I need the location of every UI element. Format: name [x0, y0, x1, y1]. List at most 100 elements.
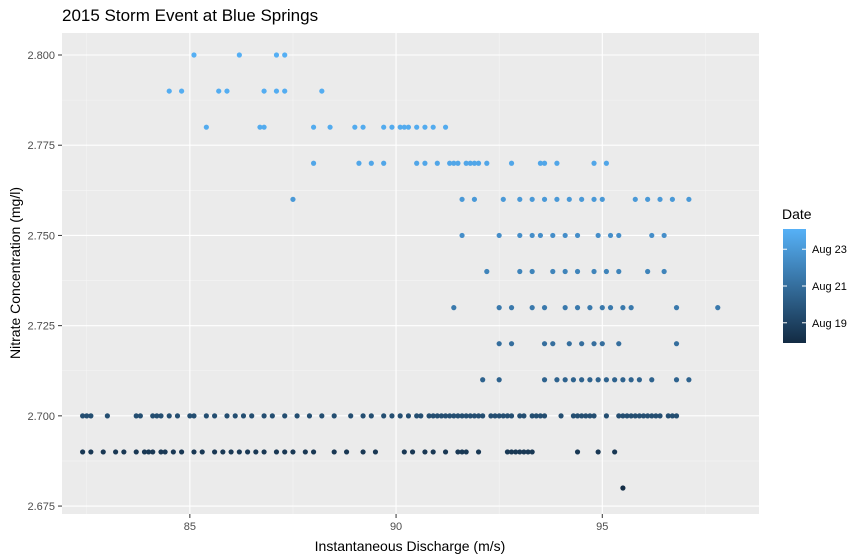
data-point — [661, 268, 667, 275]
data-point — [475, 413, 482, 419]
data-point — [669, 413, 675, 419]
data-point — [620, 413, 626, 419]
data-point — [282, 449, 288, 455]
data-point — [541, 196, 548, 202]
data-point — [488, 413, 494, 419]
data-point — [471, 413, 478, 419]
data-point — [496, 304, 502, 311]
data-point — [657, 196, 663, 202]
data-point — [612, 449, 618, 455]
data-point — [562, 268, 568, 275]
data-points — [80, 52, 721, 491]
data-point — [541, 304, 548, 311]
data-point — [414, 413, 420, 419]
data-point — [579, 413, 585, 419]
data-point — [141, 449, 148, 455]
data-point — [550, 232, 556, 239]
legend-ticks: Aug 23 Aug 21 Aug 19 — [783, 244, 847, 330]
data-point — [480, 377, 486, 383]
data-point — [595, 449, 601, 455]
plot-panel — [62, 33, 759, 514]
data-point — [574, 449, 581, 455]
data-point — [529, 304, 535, 311]
data-point — [661, 232, 667, 239]
data-point — [529, 196, 535, 202]
data-point — [541, 413, 548, 419]
data-point — [587, 304, 593, 311]
data-point — [599, 304, 605, 311]
data-point — [570, 377, 577, 383]
data-point — [80, 413, 86, 419]
data-point — [496, 377, 502, 383]
data-point — [603, 268, 610, 275]
data-point — [294, 413, 300, 419]
data-point — [170, 449, 176, 455]
data-point — [673, 304, 680, 311]
data-point — [583, 413, 589, 419]
data-point — [389, 413, 395, 419]
data-point — [566, 341, 572, 347]
data-point — [211, 449, 218, 455]
data-point — [451, 304, 457, 311]
data-point — [628, 413, 634, 419]
y-tick-label: 2.700 — [27, 411, 55, 423]
data-point — [310, 160, 317, 166]
x-tick-label: 90 — [390, 521, 402, 533]
data-point — [179, 449, 185, 455]
x-tick-label: 95 — [596, 521, 608, 533]
data-point — [459, 232, 465, 239]
data-point — [327, 124, 333, 130]
data-point — [529, 449, 535, 455]
data-point — [492, 413, 498, 419]
y-tick-label: 2.675 — [27, 501, 55, 513]
data-point — [434, 413, 440, 419]
data-point — [455, 413, 461, 419]
data-point — [447, 160, 453, 166]
y-tick-label: 2.750 — [27, 230, 55, 242]
data-point — [360, 413, 366, 419]
data-point — [166, 413, 172, 419]
data-point — [463, 413, 469, 419]
data-point — [397, 124, 403, 130]
data-point — [319, 413, 325, 419]
data-point — [451, 413, 457, 419]
data-point — [405, 124, 412, 130]
data-point — [261, 124, 267, 130]
data-point — [162, 449, 168, 455]
data-point — [558, 413, 564, 419]
data-point — [356, 160, 362, 166]
data-point — [191, 413, 197, 419]
data-point — [211, 413, 218, 419]
data-point — [240, 413, 247, 419]
data-point — [508, 341, 515, 347]
legend-label: Aug 23 — [812, 244, 847, 256]
data-point — [628, 377, 634, 383]
data-point — [529, 232, 535, 239]
data-point — [282, 413, 288, 419]
data-point — [537, 232, 544, 239]
data-point — [236, 449, 242, 455]
data-point — [591, 413, 597, 419]
data-point — [273, 88, 280, 94]
x-axis: 85 90 95 — [184, 514, 608, 533]
data-point — [224, 413, 230, 419]
data-point — [360, 124, 366, 130]
data-point — [471, 196, 478, 202]
data-point — [529, 413, 535, 419]
data-point — [463, 160, 469, 166]
data-point — [113, 449, 119, 455]
data-point — [603, 377, 610, 383]
data-point — [607, 304, 614, 311]
data-point — [216, 88, 222, 94]
data-point — [422, 160, 428, 166]
data-point — [121, 449, 127, 455]
data-point — [517, 232, 523, 239]
data-point — [653, 413, 659, 419]
data-point — [475, 160, 482, 166]
data-point — [640, 413, 647, 419]
data-point — [273, 52, 280, 58]
x-axis-title: Instantaneous Discharge (m/s) — [315, 538, 506, 554]
data-point — [591, 268, 597, 275]
data-point — [430, 449, 436, 455]
